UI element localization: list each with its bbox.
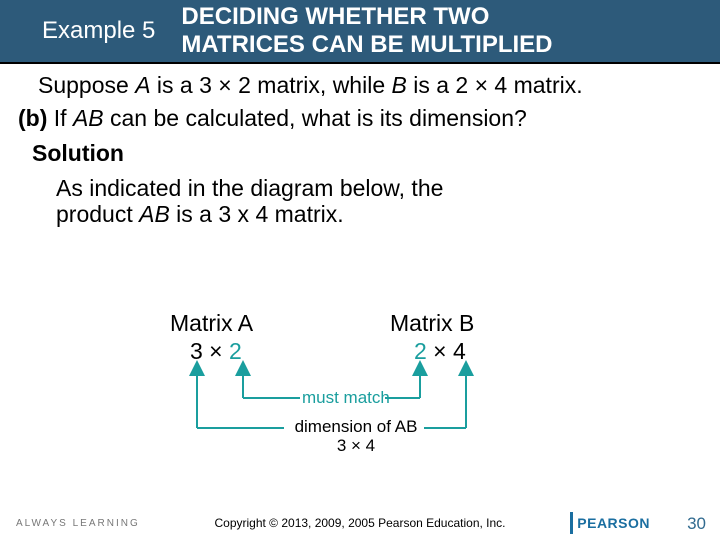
slide-header: Example 5 DECIDING WHETHER TWO MATRICES …: [0, 0, 720, 64]
pearson-bar-icon: [570, 512, 573, 534]
var-a: A: [135, 72, 150, 98]
must-match-label: must match: [302, 388, 390, 408]
title-line2: MATRICES CAN BE MULTIPLIED: [181, 31, 552, 58]
txt: product: [56, 201, 139, 227]
outer-dim: 3: [190, 338, 203, 364]
solution-heading: Solution: [32, 140, 702, 167]
solution-body: As indicated in the diagram below, the p…: [56, 175, 702, 228]
var-ab: AB: [73, 105, 104, 131]
content-area: Suppose A is a 3 × 2 matrix, while B is …: [0, 64, 720, 228]
part-b-line: (b) If AB can be calculated, what is its…: [18, 105, 702, 132]
times-icon: ×: [203, 338, 229, 364]
txt: 3 × 4: [337, 436, 375, 455]
matrix-diagram: Matrix A Matrix B 3 × 2 2 × 4 must match…: [0, 310, 720, 490]
matrix-a-label: Matrix A: [170, 310, 253, 337]
part-label: (b): [18, 105, 47, 131]
pearson-text: PEARSON: [577, 515, 650, 531]
suppose-line: Suppose A is a 3 × 2 matrix, while B is …: [38, 72, 702, 99]
inner-dim: 2: [229, 338, 242, 364]
dim-a: 3 × 2: [190, 338, 242, 365]
dim-b: 2 × 4: [414, 338, 466, 365]
var-b: B: [392, 72, 407, 98]
title-line1: DECIDING WHETHER TWO: [181, 3, 489, 30]
matrix-b-label: Matrix B: [390, 310, 474, 337]
slide-number: 30: [687, 514, 706, 534]
copyright-text: Copyright © 2013, 2009, 2005 Pearson Edu…: [214, 516, 505, 530]
txt: dimension of AB: [295, 417, 418, 436]
example-label: Example 5: [0, 17, 175, 45]
var-ab: AB: [139, 201, 170, 227]
dimension-of-ab: dimension of AB 3 × 4: [286, 418, 426, 455]
txt: is a 2 × 4 matrix.: [407, 72, 583, 98]
pearson-logo: PEARSON: [570, 512, 650, 534]
txt: is a 3 x 4 matrix.: [170, 201, 344, 227]
times-icon: ×: [427, 338, 453, 364]
slide-title: DECIDING WHETHER TWO MATRICES CAN BE MUL…: [175, 3, 552, 58]
txt: Suppose: [38, 72, 135, 98]
always-learning: ALWAYS LEARNING: [16, 518, 140, 529]
txt: is a 3 × 2 matrix, while: [151, 72, 392, 98]
slide-footer: ALWAYS LEARNING Copyright © 2013, 2009, …: [0, 506, 720, 540]
txt: can be calculated, what is its dimension…: [104, 105, 527, 131]
outer-dim: 4: [453, 338, 466, 364]
txt: As indicated in the diagram below, the: [56, 175, 443, 201]
txt: If: [47, 105, 73, 131]
inner-dim: 2: [414, 338, 427, 364]
